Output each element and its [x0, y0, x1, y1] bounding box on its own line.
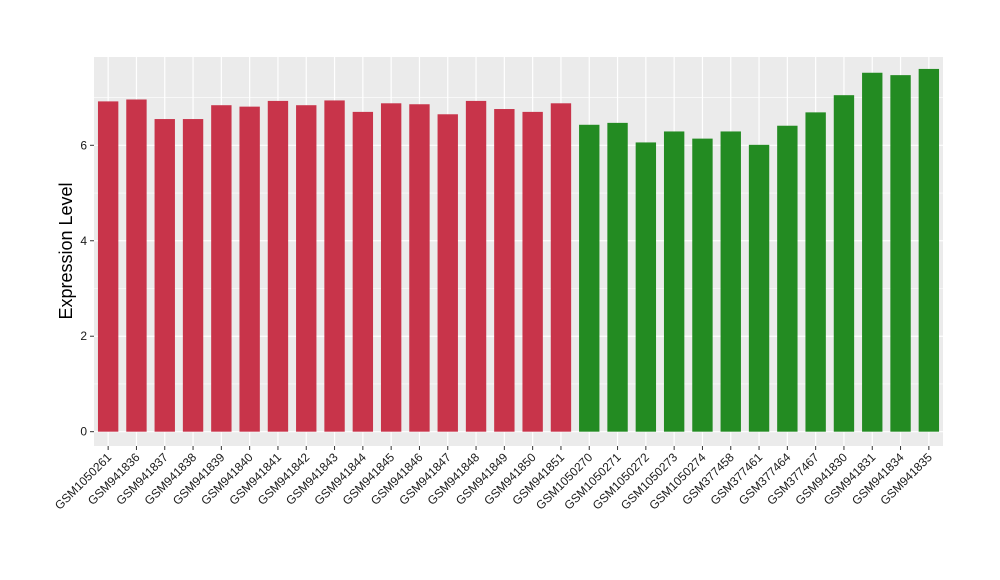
y-axis: 0 2 4 6	[80, 138, 94, 439]
bar-GSM941830	[833, 95, 855, 432]
bar-GSM377467	[805, 112, 826, 432]
bar-GSM941839	[211, 105, 232, 432]
plot-panel	[94, 57, 943, 446]
bar-GSM941834	[890, 75, 911, 432]
bar-GSM941844	[352, 111, 374, 432]
bar-GSM941835	[918, 68, 940, 432]
bar-GSM377458	[720, 131, 741, 432]
bar-GSM941840	[239, 106, 260, 432]
y-tick-label: 0	[80, 425, 87, 439]
y-tick-label: 2	[80, 329, 87, 343]
bar-GSM941848	[465, 100, 487, 432]
bar-GSM941851	[550, 103, 572, 432]
y-tick-label: 6	[80, 138, 87, 152]
y-tick-label: 4	[80, 234, 87, 248]
bar-GSM1050272	[635, 142, 657, 432]
bar-GSM941843	[324, 100, 345, 432]
bar-GSM377464	[777, 125, 798, 432]
bar-GSM941837	[154, 119, 175, 432]
bars-group	[97, 68, 940, 432]
bar-GSM1050271	[607, 122, 628, 432]
y-axis-title: Expression Level	[56, 182, 76, 319]
bar-GSM377461	[748, 144, 770, 432]
bar-GSM1050261	[97, 101, 119, 432]
x-axis: GSM1050261GSM941836GSM941837GSM941838GSM…	[52, 446, 935, 512]
bar-GSM941842	[296, 105, 317, 432]
bar-GSM941847	[437, 114, 458, 432]
bar-GSM941849	[494, 109, 515, 432]
bar-GSM941845	[380, 103, 402, 432]
bar-GSM941838	[182, 119, 204, 432]
bar-GSM941831	[862, 72, 883, 432]
bar-GSM941850	[522, 111, 543, 432]
bar-GSM941846	[409, 104, 430, 432]
bar-GSM941841	[267, 100, 289, 432]
bar-GSM941836	[126, 99, 147, 432]
bar-GSM1050270	[579, 124, 600, 432]
bar-GSM1050273	[663, 131, 685, 432]
bar-GSM1050274	[692, 138, 713, 432]
